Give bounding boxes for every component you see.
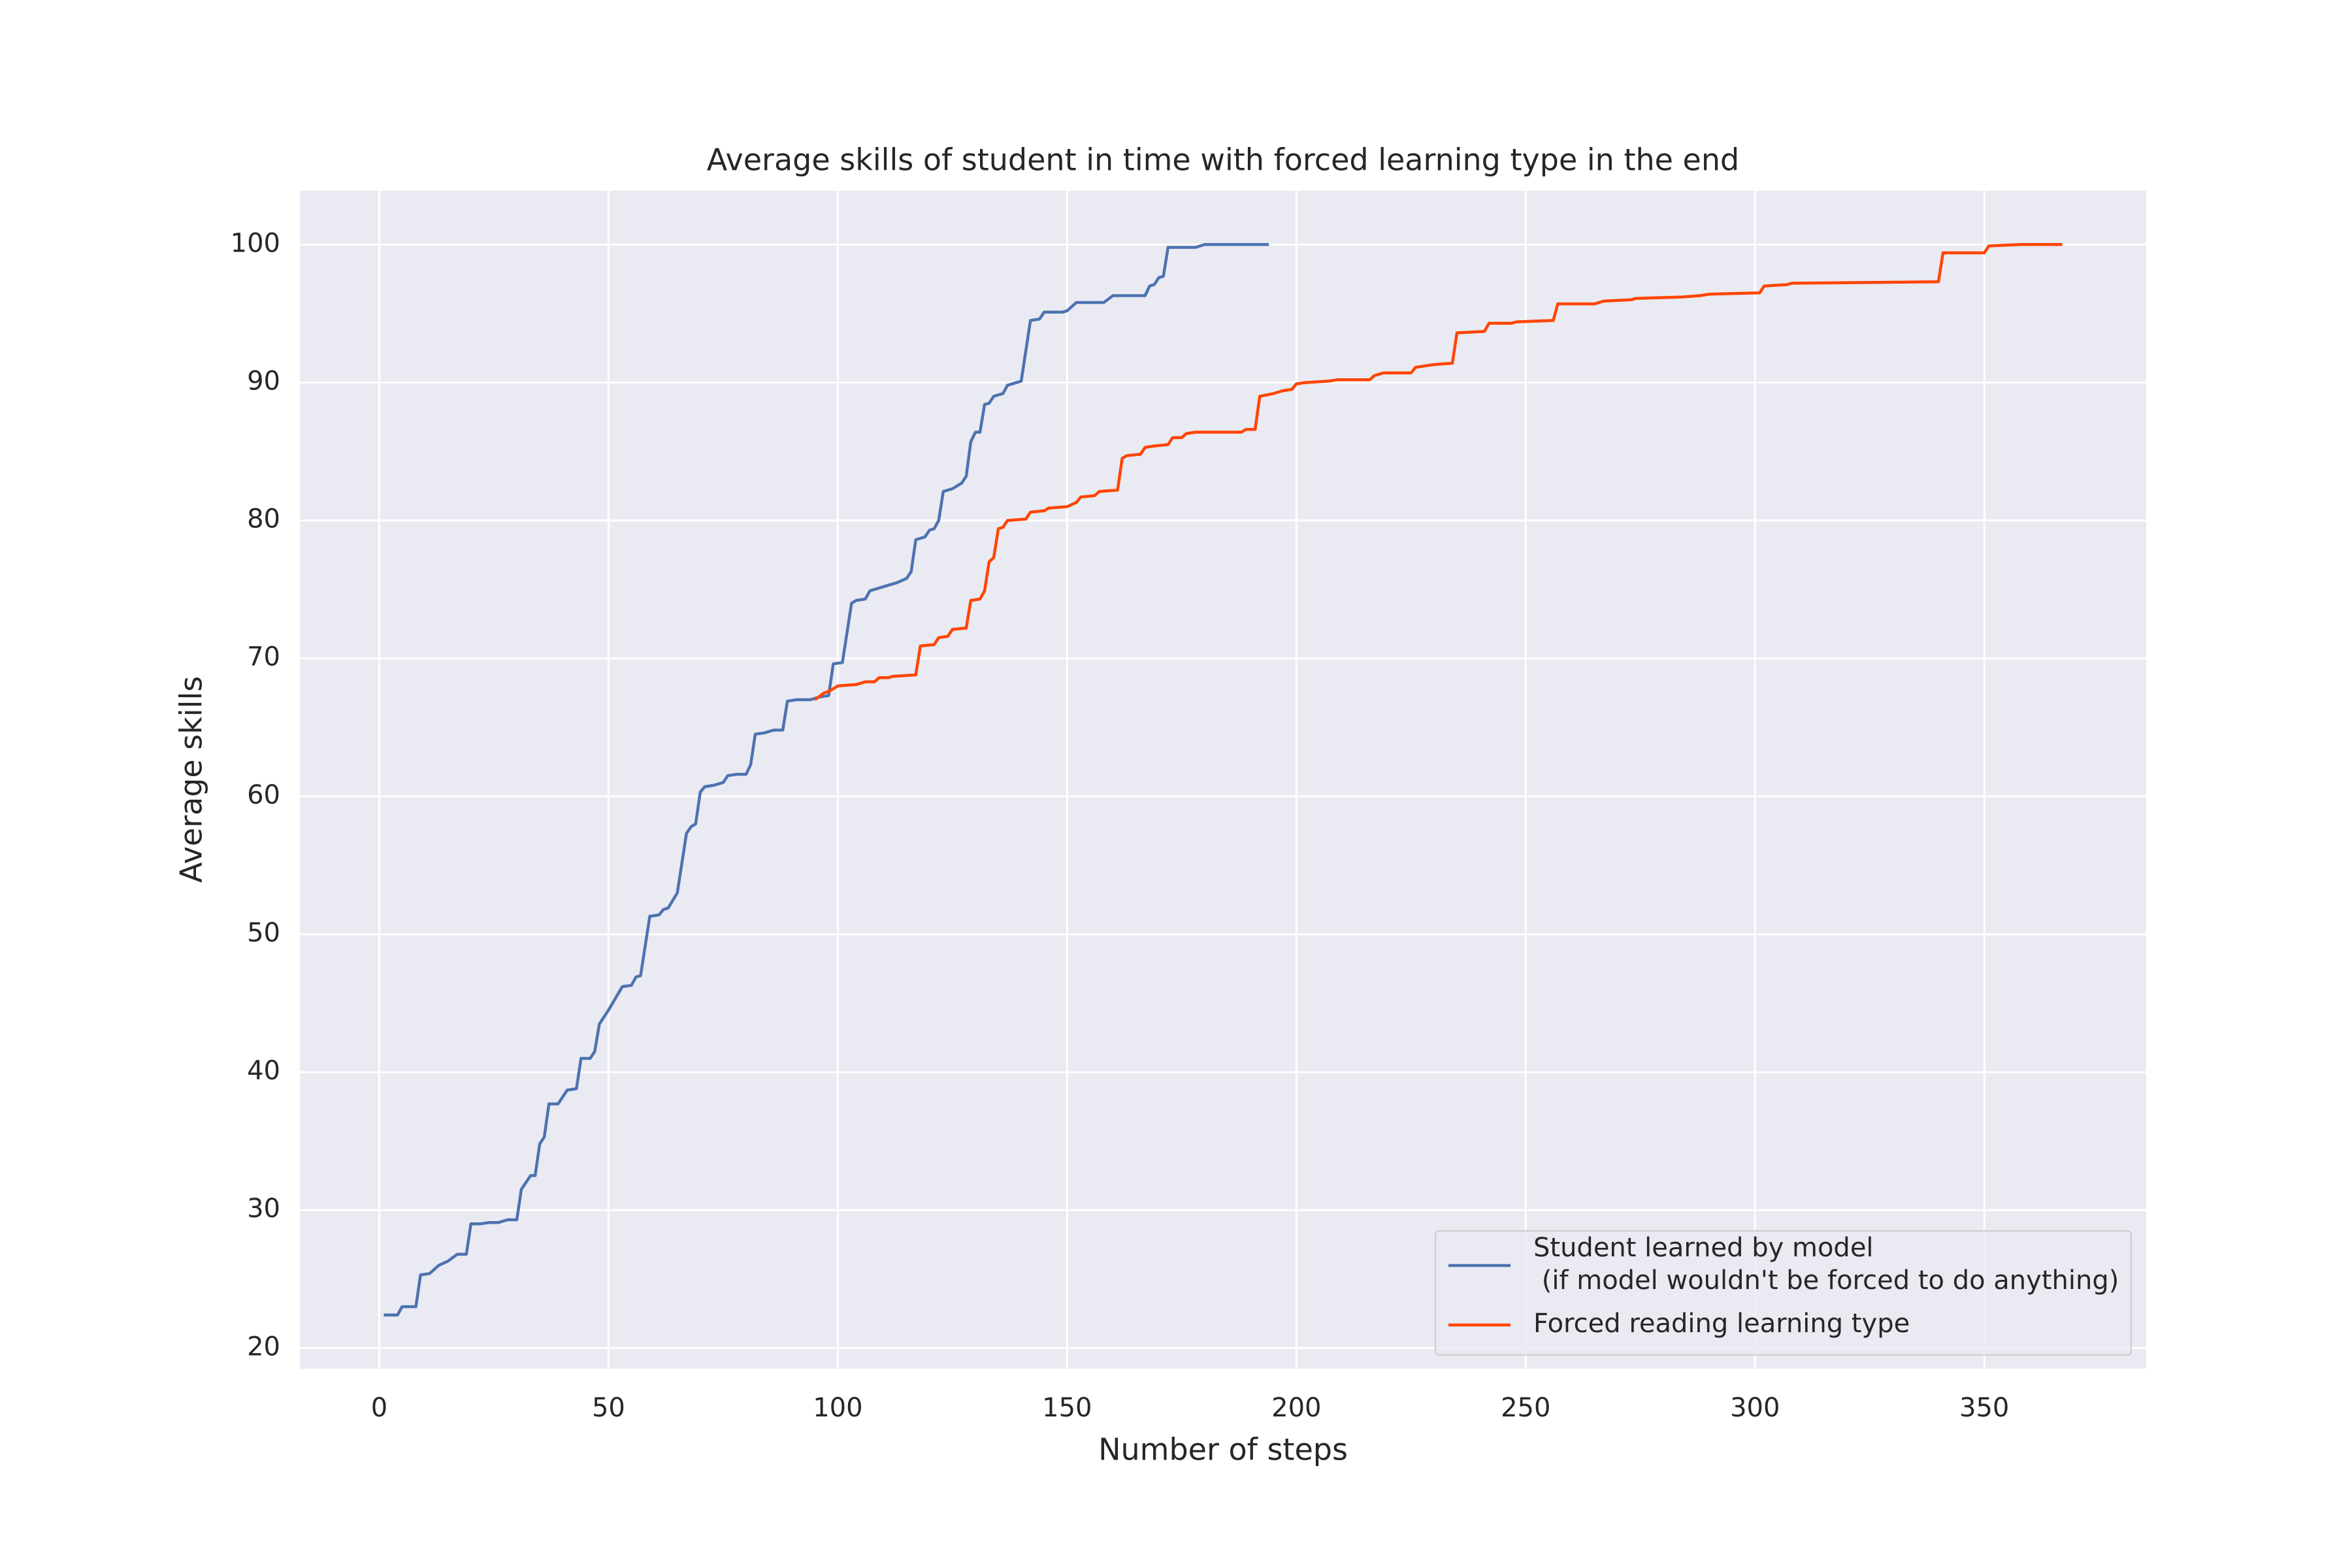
y-tick-label: 50 [247, 918, 280, 948]
plot-area [300, 191, 2146, 1369]
y-tick-label: 90 [247, 366, 280, 396]
x-tick-label: 200 [1271, 1393, 1321, 1423]
y-tick-label: 60 [247, 780, 280, 810]
x-tick-label: 300 [1730, 1393, 1780, 1423]
y-tick-label: 100 [231, 228, 280, 258]
x-tick-label: 50 [592, 1393, 625, 1423]
y-tick-label: 70 [247, 642, 280, 672]
y-tick-label: 30 [247, 1194, 280, 1224]
y-tick-label: 20 [247, 1331, 280, 1362]
y-tick-label: 40 [247, 1056, 280, 1086]
x-tick-label: 250 [1501, 1393, 1550, 1423]
legend-label: Forced reading learning type [1533, 1309, 1910, 1339]
x-tick-label: 100 [813, 1393, 862, 1423]
x-axis-label: Number of steps [1098, 1432, 1348, 1467]
x-tick-label: 350 [1959, 1393, 2009, 1423]
y-axis-label: Average skills [174, 676, 209, 883]
x-tick-label: 150 [1042, 1393, 1092, 1423]
y-tick-label: 80 [247, 504, 280, 534]
legend-box [1435, 1230, 2132, 1356]
x-tick-label: 0 [371, 1393, 387, 1423]
legend-label: Student learned by model (if model would… [1533, 1233, 2119, 1296]
data-line [813, 243, 2063, 701]
chart-title: Average skills of student in time with f… [707, 142, 1739, 178]
data-line [384, 243, 1269, 1316]
